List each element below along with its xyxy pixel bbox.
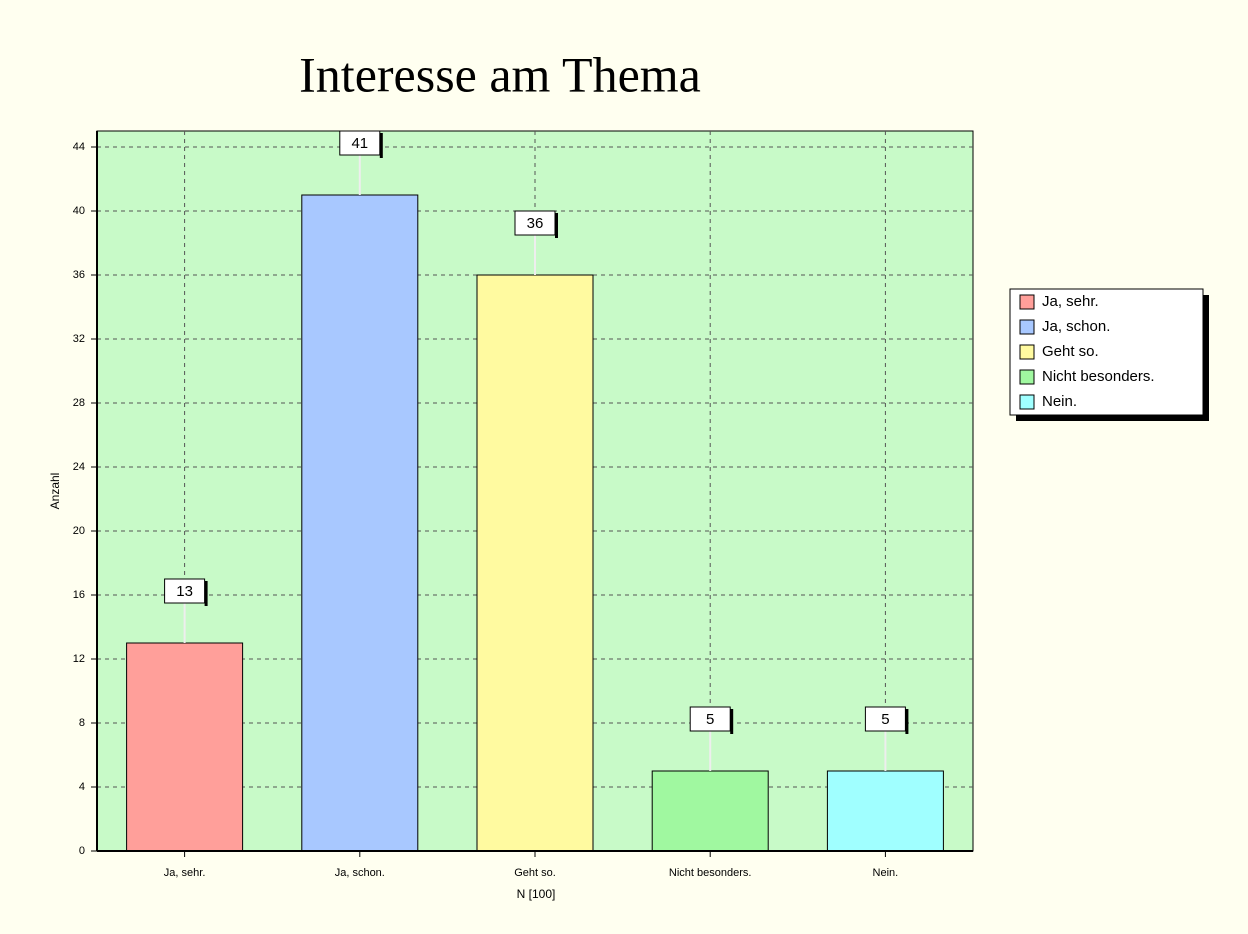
x-tick-label: Ja, sehr. — [164, 867, 206, 879]
y-tick-label: 8 — [79, 717, 85, 729]
bar — [826, 770, 944, 852]
y-tick-label: 24 — [73, 461, 85, 473]
label-shadow — [730, 709, 734, 734]
x-tick-label: Geht so. — [514, 867, 556, 879]
data-label: 5 — [706, 711, 714, 728]
bar — [126, 642, 244, 852]
legend-label: Nicht besonders. — [1042, 368, 1155, 385]
legend-swatch — [1019, 294, 1035, 310]
y-tick-label: 16 — [73, 589, 85, 601]
legend-label: Nein. — [1042, 393, 1077, 410]
y-axis-label: Anzahl — [48, 473, 62, 510]
label-box — [164, 578, 206, 604]
label-box — [864, 706, 906, 732]
label-shadow — [555, 213, 558, 238]
y-tick-label: 40 — [73, 205, 85, 217]
legend-label: Geht so. — [1042, 343, 1099, 360]
data-label: 36 — [527, 215, 544, 232]
legend-swatch — [1019, 369, 1035, 385]
x-tick-label: Ja, schon. — [335, 867, 385, 879]
y-tick-label: 20 — [73, 525, 85, 537]
y-tick-label: 0 — [79, 845, 85, 857]
y-tick-label: 12 — [73, 653, 85, 665]
bar — [651, 770, 769, 852]
legend-swatch — [1019, 344, 1035, 360]
label-shadow — [905, 709, 909, 734]
bar — [476, 274, 594, 852]
x-tick-label: Nein. — [873, 867, 899, 879]
legend — [1009, 288, 1204, 416]
y-tick-label: 4 — [79, 781, 85, 793]
x-tick-label: Nicht besonders. — [669, 867, 752, 879]
y-tick-label: 44 — [73, 141, 85, 153]
chart-title: Interesse am Thema — [299, 46, 701, 102]
legend-swatch — [1019, 394, 1035, 410]
data-label: 41 — [351, 135, 368, 152]
y-tick-label: 36 — [73, 269, 85, 281]
label-shadow — [379, 133, 383, 158]
label-shadow — [204, 581, 208, 606]
data-label: 5 — [881, 711, 889, 728]
y-tick-label: 28 — [73, 397, 85, 409]
data-label: 13 — [176, 583, 193, 600]
bar — [301, 194, 419, 852]
legend-swatch — [1019, 319, 1035, 335]
x-axis-label: N [100] — [517, 887, 556, 901]
label-box — [339, 130, 381, 156]
legend-label: Ja, sehr. — [1042, 293, 1099, 310]
y-tick-label: 32 — [73, 333, 85, 345]
legend-label: Ja, schon. — [1042, 318, 1110, 335]
label-box — [514, 210, 556, 236]
